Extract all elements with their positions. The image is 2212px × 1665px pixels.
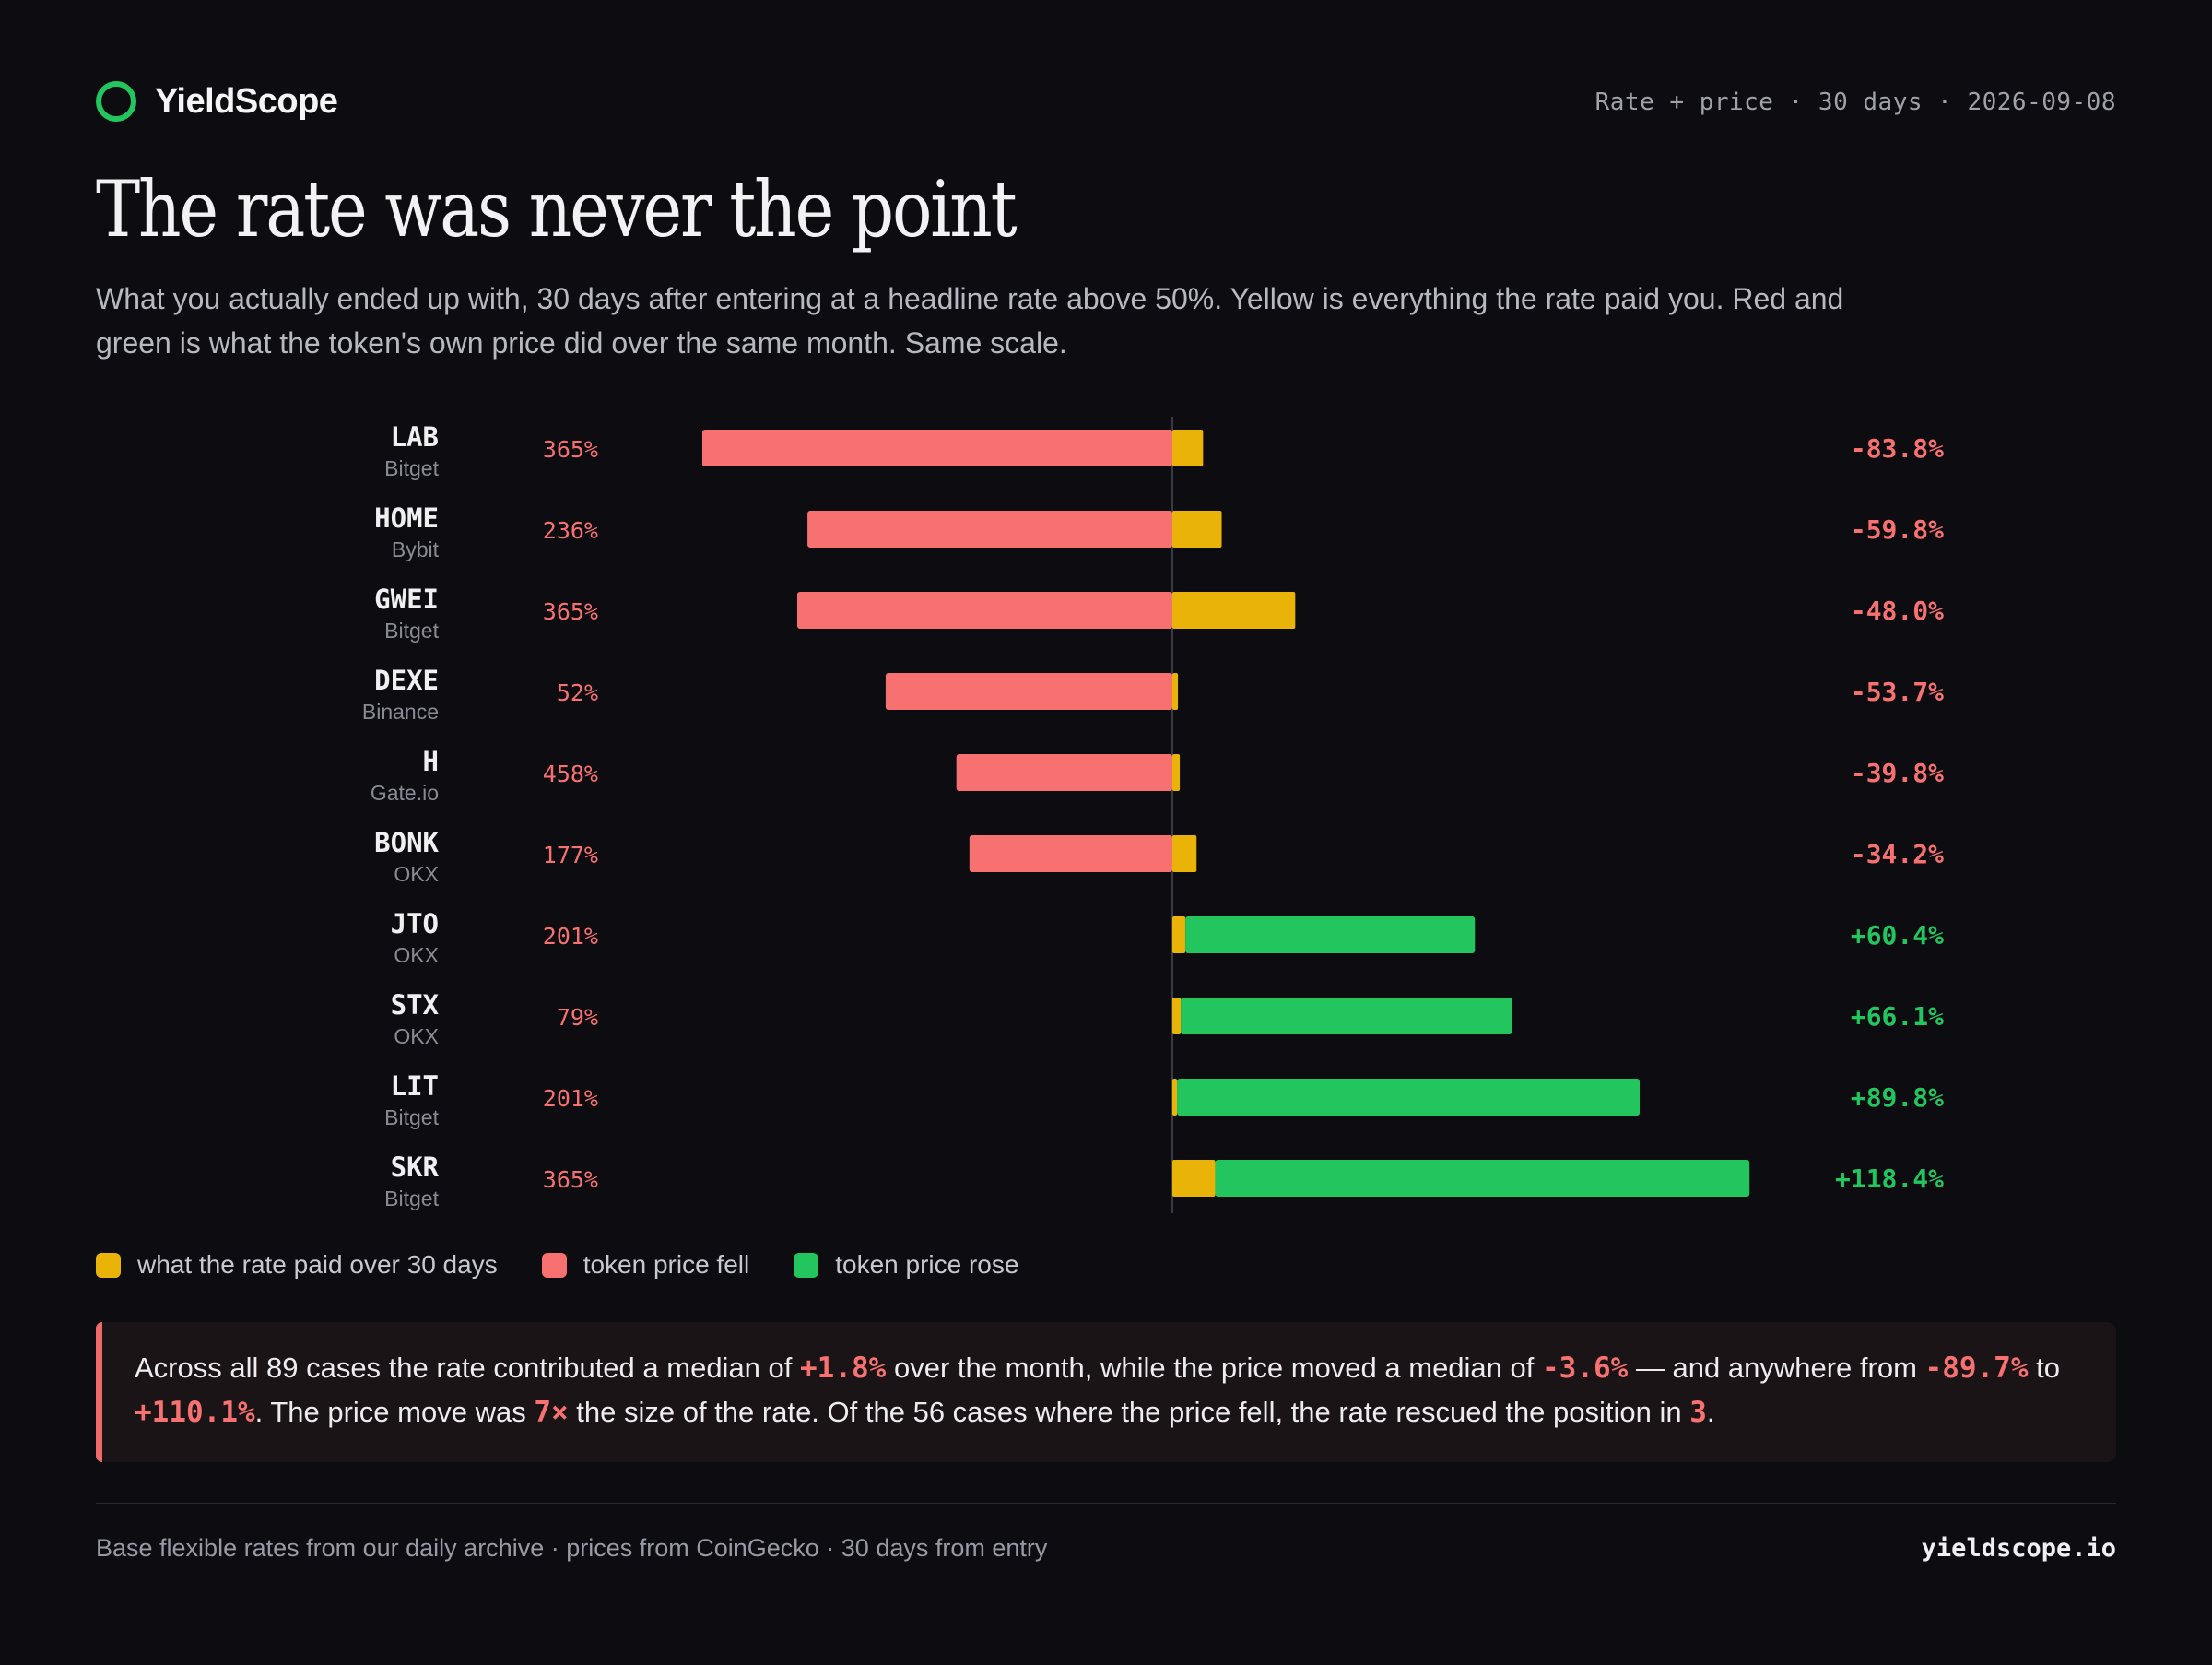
callout-text-2: over the month, while the price moved a … [886, 1352, 1542, 1384]
row-token-label: LAB [391, 421, 439, 453]
row-exchange-label: OKX [394, 1024, 439, 1048]
brand-name: YieldScope [155, 81, 338, 121]
price-fell-bar [701, 430, 1172, 466]
row-exchange-label: Bitget [384, 619, 439, 643]
rate-bar [1172, 673, 1179, 710]
callout-median-rate: +1.8% [800, 1352, 887, 1385]
price-fell-bar [885, 673, 1172, 710]
row-rate-label: 365% [543, 436, 598, 463]
callout-range-min: -89.7% [1924, 1352, 2029, 1385]
row-exchange-label: Gate.io [371, 781, 439, 805]
footer-sources: Base flexible rates from our daily archi… [96, 1534, 1048, 1562]
legend-item-rate: what the rate paid over 30 days [96, 1250, 498, 1280]
row-rate-label: 177% [543, 842, 598, 868]
rate-bar [1172, 998, 1182, 1034]
row-result-label: +89.8% [1851, 1082, 1944, 1113]
legend: what the rate paid over 30 days token pr… [96, 1250, 1063, 1280]
rate-bar [1172, 1160, 1216, 1197]
price-fell-bar [969, 835, 1172, 872]
rate-bar [1172, 430, 1204, 466]
page-title: The rate was never the point [96, 164, 1018, 254]
row-result-label: -53.7% [1851, 677, 1944, 707]
row-token-label: HOME [374, 502, 439, 534]
callout-accent-bar [96, 1322, 102, 1462]
row-result-label: +118.4% [1835, 1163, 1944, 1194]
legend-label-rose: token price rose [835, 1250, 1019, 1279]
row-token-label: DEXE [374, 665, 439, 696]
legend-item-rose: token price rose [794, 1250, 1018, 1280]
rate-bar [1172, 1079, 1178, 1116]
rate-bar [1172, 754, 1181, 791]
rate-bar [1172, 592, 1296, 629]
footer-site-link[interactable]: yieldscope.io [1921, 1534, 2116, 1563]
callout-text-4: to [2028, 1352, 2060, 1384]
callout-rescued-count: 3 [1689, 1396, 1707, 1429]
legend-label-rate: what the rate paid over 30 days [137, 1250, 498, 1279]
logo-ring-icon [96, 81, 136, 122]
legend-item-fell: token price fell [541, 1250, 750, 1280]
row-token-label: SKR [391, 1151, 440, 1183]
row-token-label: JTO [391, 908, 439, 939]
price-rose-bar [1181, 998, 1512, 1034]
row-token-label: LIT [391, 1070, 439, 1102]
row-result-label: -39.8% [1851, 758, 1944, 788]
row-token-label: GWEI [374, 584, 439, 615]
summary-callout: Across all 89 cases the rate contributed… [96, 1322, 2116, 1462]
rate-bar [1172, 916, 1186, 953]
row-exchange-label: Bybit [392, 537, 440, 561]
rate-bar [1172, 511, 1222, 548]
row-rate-label: 365% [543, 598, 598, 625]
row-rate-label: 365% [543, 1166, 598, 1193]
callout-text-5: . The price move was [254, 1396, 535, 1428]
legend-label-fell: token price fell [582, 1250, 750, 1279]
row-token-label: H [423, 746, 439, 777]
row-result-label: -59.8% [1851, 514, 1944, 545]
page-subtitle: What you actually ended up with, 30 days… [96, 282, 1844, 360]
legend-swatch-fell [541, 1252, 567, 1278]
rate-bar [1172, 835, 1197, 872]
row-rate-label: 201% [543, 923, 598, 950]
callout-median-price: -3.6% [1542, 1352, 1629, 1385]
row-rate-label: 201% [543, 1085, 598, 1112]
row-rate-label: 236% [543, 517, 598, 544]
row-token-label: STX [391, 989, 440, 1021]
row-exchange-label: OKX [394, 862, 439, 886]
legend-swatch-rose [794, 1252, 819, 1278]
price-fell-bar [796, 592, 1172, 629]
row-exchange-label: Bitget [384, 456, 439, 480]
row-result-label: -34.2% [1851, 839, 1944, 869]
price-rose-bar [1215, 1160, 1750, 1197]
callout-text: Across all 89 cases the rate contributed… [135, 1346, 2079, 1435]
header-meta: Rate + price · 30 days · 2026-09-08 [1594, 89, 2116, 116]
callout-text-1: Across all 89 cases the rate contributed… [135, 1352, 801, 1384]
price-rose-bar [1185, 916, 1476, 953]
row-exchange-label: Bitget [384, 1187, 439, 1210]
row-token-label: BONK [374, 827, 439, 858]
callout-multiple: 7× [534, 1396, 569, 1429]
price-fell-bar [956, 754, 1172, 791]
row-result-label: +60.4% [1851, 920, 1944, 951]
row-rate-label: 79% [557, 1004, 598, 1031]
row-exchange-label: OKX [394, 943, 439, 967]
callout-text-6: the size of the rate. Of the 56 cases wh… [568, 1396, 1690, 1428]
footer-divider [96, 1503, 2116, 1504]
row-rate-label: 52% [557, 679, 598, 706]
callout-text-7: . [1706, 1396, 1715, 1428]
row-result-label: -83.8% [1851, 433, 1944, 464]
brand[interactable]: YieldScope [96, 81, 338, 122]
row-rate-label: 458% [543, 761, 598, 787]
header: YieldScope Rate + price · 30 days · 2026… [96, 81, 2116, 125]
diverging-bar-chart: LAB Bitget 365% -83.8% HOME Bybit 236% -59.8% GW… [362, 417, 1944, 1213]
row-result-label: -48.0% [1851, 596, 1944, 626]
row-exchange-label: Bitget [384, 1105, 439, 1129]
callout-text-3: — and anywhere from [1628, 1352, 1925, 1384]
price-fell-bar [807, 511, 1172, 548]
row-exchange-label: Binance [362, 700, 439, 724]
legend-swatch-rate [96, 1252, 121, 1278]
row-result-label: +66.1% [1851, 1001, 1944, 1032]
price-rose-bar [1177, 1079, 1641, 1116]
callout-range-max: +110.1% [135, 1396, 255, 1429]
